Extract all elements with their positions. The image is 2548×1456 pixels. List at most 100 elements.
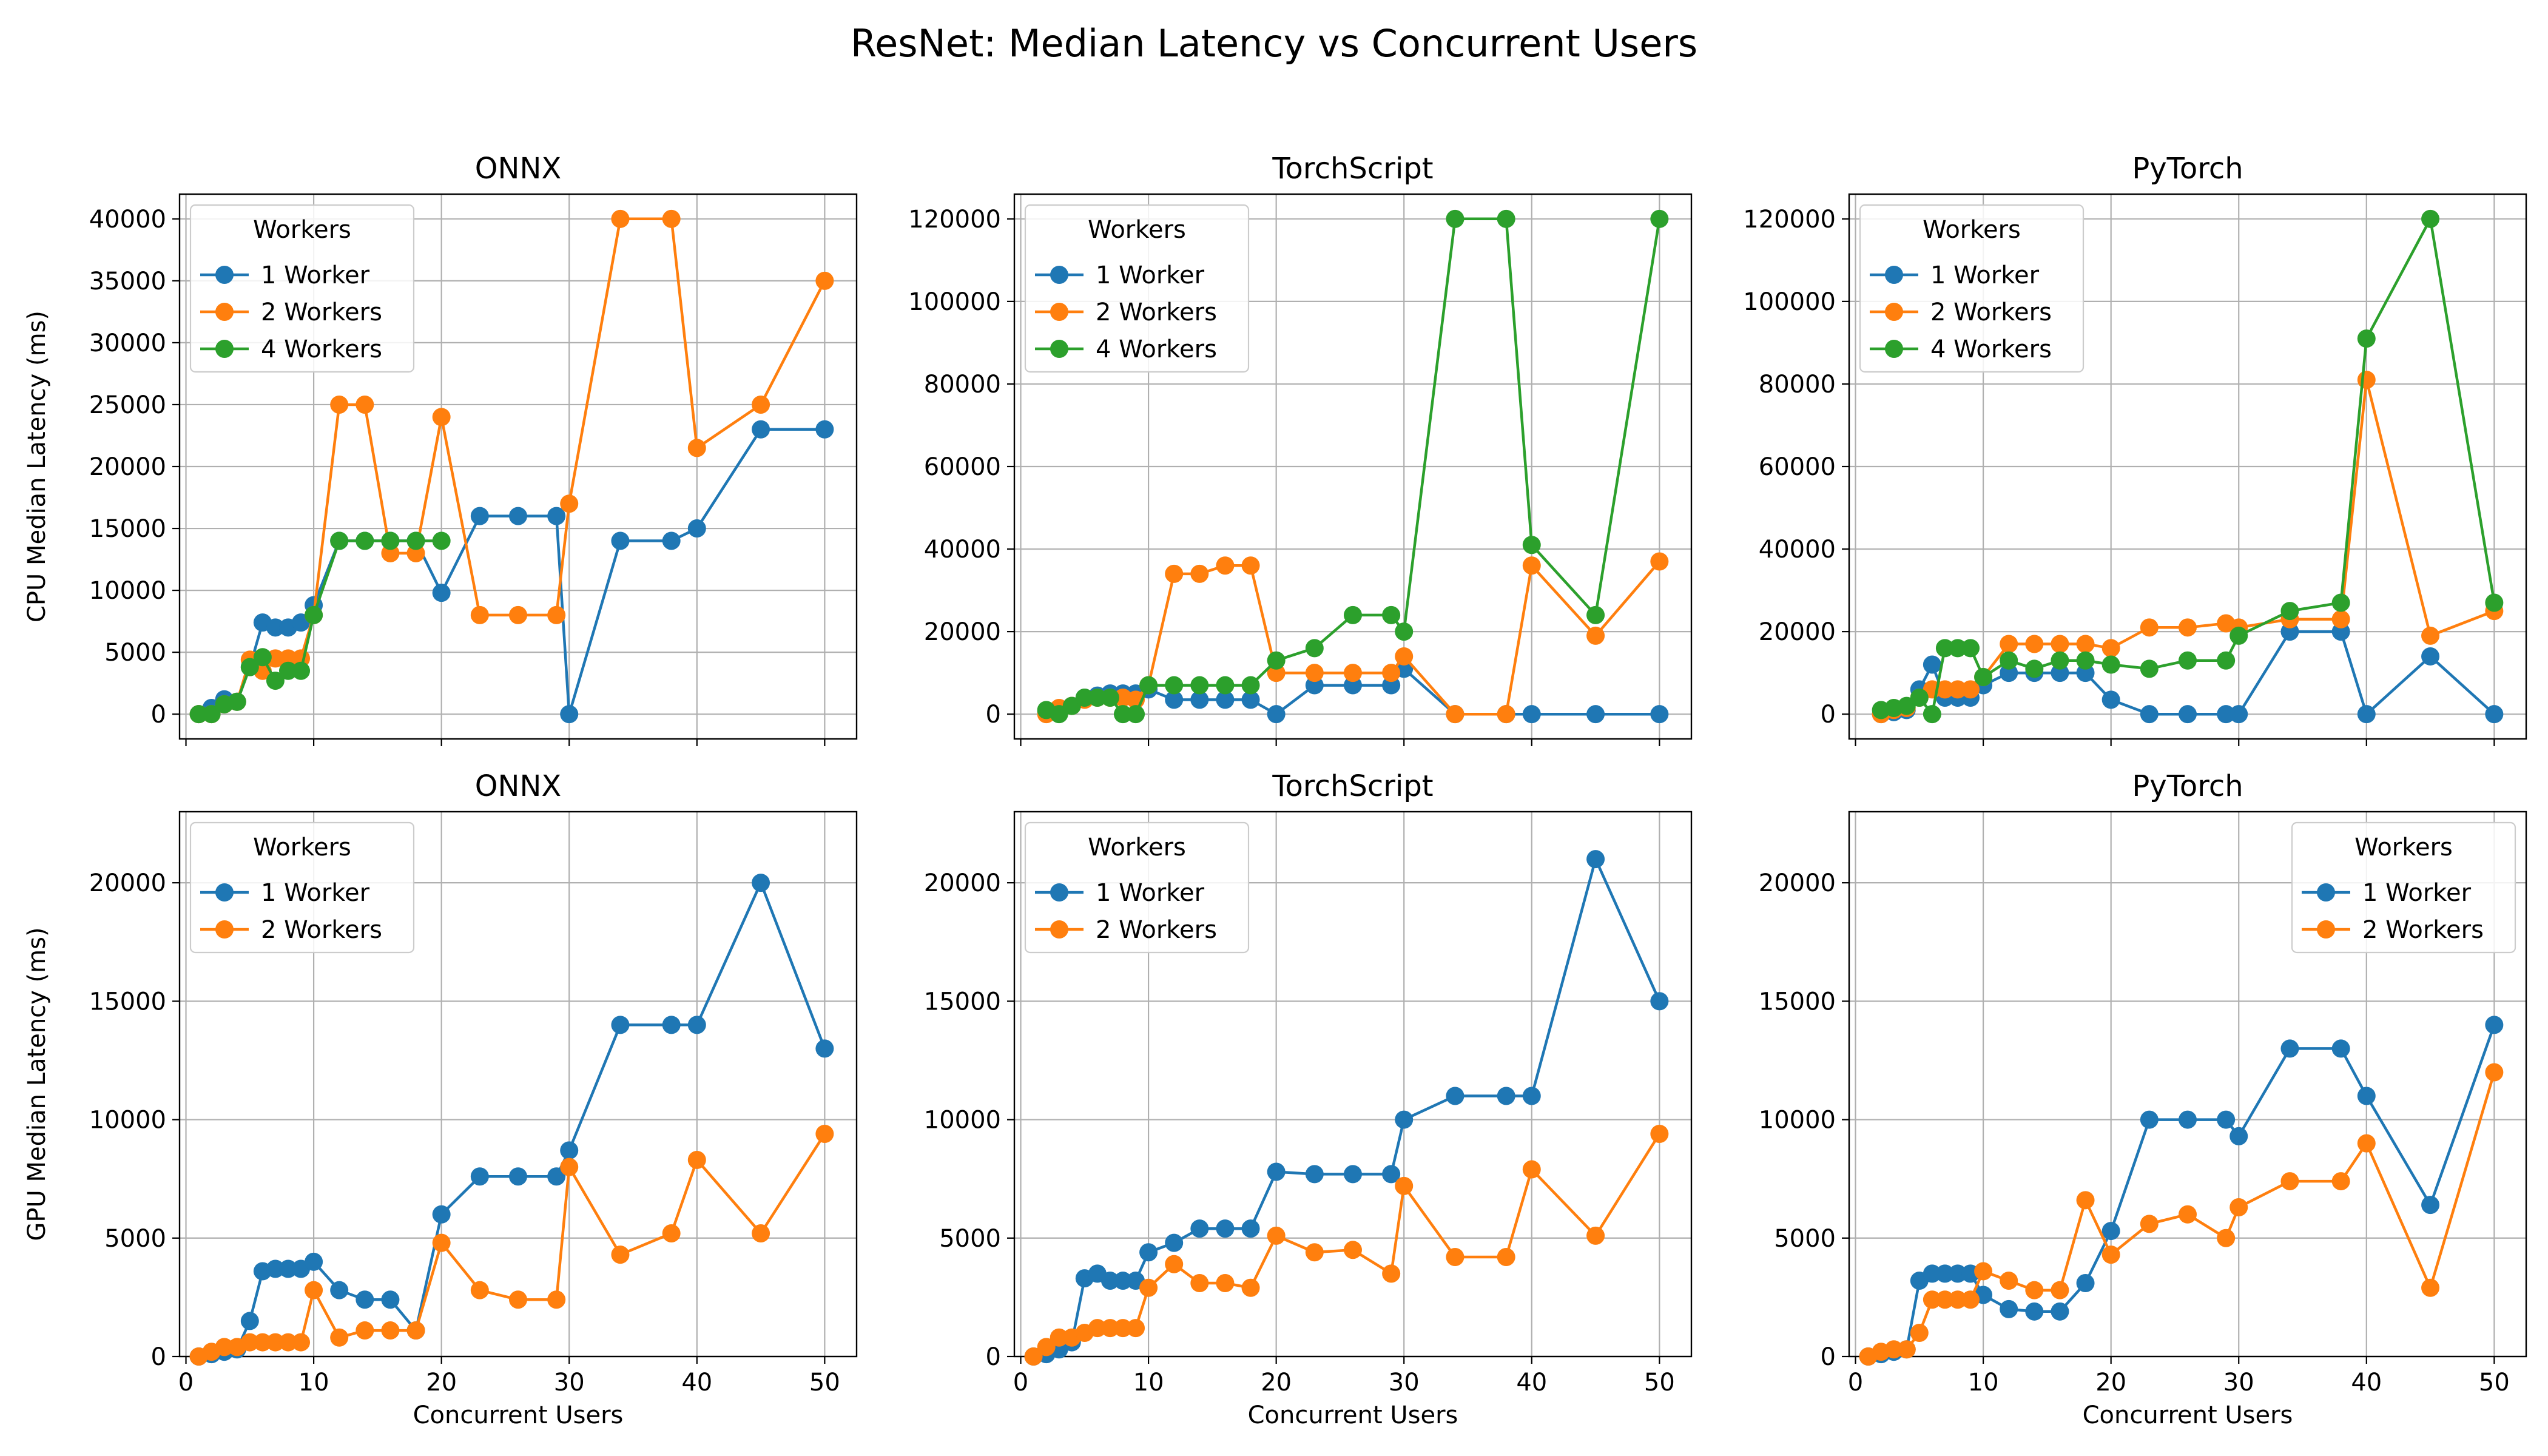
data-point [662,1224,681,1242]
data-point [1395,1176,1414,1195]
legend-swatch-marker [1050,340,1068,358]
axes-frame [178,811,858,1358]
y-tick-label: 20000 [89,869,166,897]
data-point [1974,1262,1993,1281]
data-point [2357,705,2376,724]
x-tick-label: 30 [2223,1369,2254,1397]
data-point [305,1281,323,1299]
data-point [2485,705,2504,724]
data-point [1216,556,1235,575]
data-point [470,507,489,525]
data-point [1190,564,1209,583]
legend-swatch-marker [1885,303,1903,321]
data-point [330,531,349,550]
legend-swatch-marker [1050,883,1068,902]
data-point [240,658,259,676]
data-point [1497,209,1515,228]
data-point [1127,1319,1145,1338]
data-point [509,605,527,624]
data-point [560,494,579,513]
data-point [2140,618,2159,637]
axes-frame [1013,811,1693,1358]
data-point [2421,209,2440,228]
data-point [1344,1241,1362,1259]
data-point [356,1290,374,1309]
data-point [2485,1016,2504,1034]
x-tick-label: 10 [1968,1369,1999,1397]
x-axis-label: Concurrent Users [2083,1401,2293,1429]
data-point [2051,1281,2069,1299]
legend-entry-label: 1 Worker [1096,261,1205,289]
data-point [2076,1191,2095,1210]
data-point [381,1321,400,1340]
data-point [1190,690,1209,709]
data-point [662,1016,681,1034]
data-point [2280,1039,2299,1058]
legend-box [1024,204,1250,373]
data-point [2179,618,2197,637]
data-point [1650,552,1669,571]
data-point [2230,1198,2248,1217]
data-point [1088,688,1107,707]
data-point [662,531,681,550]
legend-box [1859,204,2085,373]
data-point [1935,680,1954,699]
data-point [1395,647,1414,666]
data-point [266,672,285,690]
y-tick-label: 60000 [1759,453,1836,481]
data-point [1522,1087,1541,1105]
data-point [815,1039,834,1058]
data-point [1650,1124,1669,1143]
data-point [432,408,451,426]
data-point [1139,1278,1158,1297]
data-point [1305,664,1324,682]
data-point [2230,626,2248,645]
data-point [2331,610,2350,629]
data-point [611,1016,630,1034]
y-tick-label: 40000 [89,206,166,234]
data-point [2025,1302,2044,1321]
data-point [1165,1255,1184,1273]
data-point [2076,635,2095,653]
data-point [356,395,374,414]
data-point [292,1333,311,1352]
legend-title: Workers [253,216,351,244]
x-tick-label: 20 [426,1369,457,1397]
data-point [815,420,834,439]
legend-swatch-marker [215,920,234,939]
data-point [2217,1228,2236,1247]
data-point [1650,209,1669,228]
data-point [1974,667,1993,686]
x-tick-label: 30 [1389,1369,1420,1397]
data-point [1088,1319,1107,1338]
data-point [1522,536,1541,554]
data-point [687,1150,706,1169]
data-point [1241,676,1260,695]
data-point [2101,639,2120,658]
data-point [228,692,246,711]
data-point [330,1281,349,1299]
data-point [1446,705,1464,724]
legend-swatch-marker [1885,340,1903,358]
data-point [1241,1219,1260,1238]
legend-swatch-marker [1050,920,1068,939]
data-point [2101,655,2120,674]
data-point [611,531,630,550]
data-point [266,1333,285,1352]
x-tick-label: 40 [2351,1369,2382,1397]
data-point [1216,676,1235,695]
data-point [305,605,323,624]
subplot-title: PyTorch [2132,152,2243,186]
data-point [2421,1196,2440,1215]
x-axis-label: Concurrent Users [1248,1401,1458,1429]
data-point [1267,1226,1286,1245]
data-point [1190,1273,1209,1292]
y-axis-label: CPU Median Latency (ms) [23,311,51,622]
data-point [1241,1278,1260,1297]
data-point [381,1290,400,1309]
data-point [1446,209,1464,228]
legend-entry-label: 2 Workers [1096,916,1217,944]
data-point [1961,680,1980,699]
data-point [1075,688,1094,707]
x-tick-label: 50 [1644,1369,1675,1397]
